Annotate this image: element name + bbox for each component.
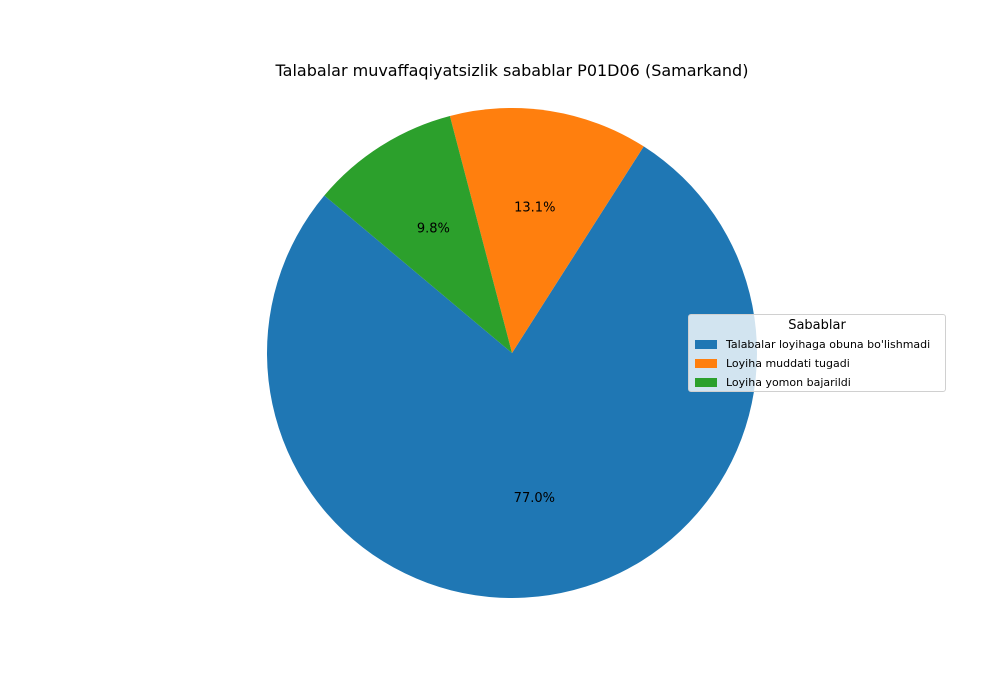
pie-slice-label-2: 13.1% <box>514 200 555 215</box>
legend-item-2: Loyiha muddati tugadi <box>695 355 850 371</box>
legend-item-1: Talabalar loyihaga obuna bo'lishmadi <box>695 336 930 352</box>
pie-slice-2 <box>449 108 644 354</box>
legend-label-3: Loyiha yomon bajarildi <box>726 375 851 389</box>
chart-title: Talabalar muvaffaqiyatsizlik sabablar P0… <box>275 61 749 80</box>
pie-slice-3 <box>324 116 512 353</box>
pie-slices <box>267 108 758 599</box>
legend-label-2: Loyiha muddati tugadi <box>726 356 850 370</box>
legend-item-3: Loyiha yomon bajarildi <box>695 374 851 390</box>
legend-swatch-1 <box>695 339 717 349</box>
pie-slice-label-3: 9.8% <box>417 221 450 236</box>
pie-slice-1 <box>267 146 758 599</box>
legend-label-1: Talabalar loyihaga obuna bo'lishmadi <box>726 337 931 351</box>
pie-slice-labels: 77.0% 13.1% 9.8% <box>417 200 556 506</box>
pie-slice-label-1: 77.0% <box>514 491 555 506</box>
legend: Sabablar Talabalar loyihaga obuna bo'lis… <box>688 314 946 392</box>
legend-title: Sabablar <box>788 318 846 333</box>
legend-swatch-3 <box>695 377 717 387</box>
legend-swatch-2 <box>695 358 717 368</box>
